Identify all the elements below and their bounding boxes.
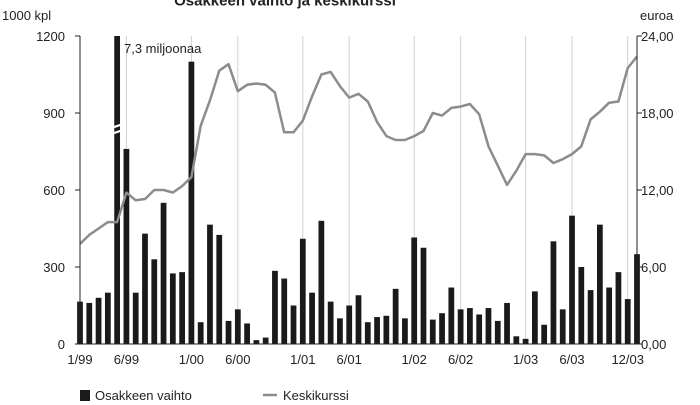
volume-bar	[596, 224, 603, 344]
volume-bar	[624, 299, 631, 344]
volume-bar	[504, 302, 510, 344]
volume-bar	[104, 292, 111, 344]
axes	[75, 35, 642, 345]
volume-bar	[225, 320, 232, 344]
volume-bar	[541, 324, 548, 344]
bar-break-mark	[111, 122, 124, 130]
left-tick-label: 1200	[36, 29, 65, 44]
tick-labels: 1/99 6/99 1/00 6/00 1/01 6/01 1/02 6/02 1/03 6/03…	[36, 29, 673, 367]
right-tick-label: 0,00	[641, 337, 666, 352]
volume-bar	[244, 323, 250, 344]
volume-bar	[281, 278, 288, 344]
volume-bar	[160, 202, 167, 344]
volume-bar	[569, 215, 575, 344]
volume-bar	[337, 318, 343, 344]
volume-bar	[559, 309, 566, 344]
left-axis-unit: 1000 kpl	[2, 8, 51, 23]
chart-title: Osakkeen vaihto ja keskikurssi	[174, 0, 396, 9]
volume-bar	[420, 247, 427, 344]
volume-bar	[457, 309, 464, 344]
x-tick-label: 1/00	[179, 352, 204, 367]
volume-bar	[216, 234, 223, 344]
right-tick-label: 6,00	[641, 260, 666, 275]
volume-bar	[346, 305, 353, 344]
volume-bar	[114, 36, 121, 344]
volume-bar	[485, 308, 492, 344]
volume-bar	[95, 297, 102, 344]
volume-bar	[383, 315, 390, 344]
legend-label-line: Keskikurssi	[283, 388, 349, 403]
volume-bar	[467, 308, 473, 344]
x-tick-label: 6/02	[448, 352, 473, 367]
volume-bar	[318, 220, 325, 344]
legend: Osakkeen vaihto Keskikurssi	[80, 388, 349, 403]
volume-bar	[364, 322, 371, 344]
x-tick-label: 6/00	[225, 352, 250, 367]
volume-bar	[142, 233, 148, 344]
volume-bar	[606, 287, 613, 344]
volume-bar	[207, 224, 213, 344]
volume-bar	[327, 301, 334, 344]
right-tick-label: 18,00	[641, 106, 674, 121]
volume-bar	[550, 241, 557, 344]
volume-bar	[439, 313, 445, 344]
volume-bar	[513, 336, 520, 344]
x-tick-label: 1/01	[290, 352, 315, 367]
x-tick-label: 6/03	[559, 352, 584, 367]
volume-bar	[429, 319, 436, 344]
volume-bar	[132, 292, 139, 344]
truncated-bar-annotation: 7,3 miljoonaa	[124, 41, 202, 56]
x-tick-label: 6/99	[114, 352, 139, 367]
volume-bar	[355, 295, 362, 344]
volume-bar	[494, 320, 501, 344]
bar-break-mark	[111, 128, 124, 136]
legend-label-bar: Osakkeen vaihto	[95, 388, 192, 403]
volume-bar	[179, 272, 185, 344]
left-tick-label: 0	[58, 337, 65, 352]
volume-bar	[532, 291, 538, 344]
left-tick-label: 900	[43, 106, 65, 121]
volume-bar	[86, 302, 93, 344]
right-tick-label: 24,00	[641, 29, 674, 44]
price-line	[79, 55, 638, 245]
volume-bar	[587, 290, 594, 344]
volume-bar	[522, 338, 529, 344]
volume-bar	[578, 267, 585, 344]
x-tick-label: 1/03	[513, 352, 538, 367]
volume-bar	[309, 292, 315, 344]
volume-bar	[188, 61, 195, 345]
volume-bar	[299, 238, 306, 344]
line-series	[79, 55, 638, 245]
volume-bar	[169, 273, 176, 344]
left-tick-label: 600	[43, 183, 65, 198]
volume-bar	[411, 237, 418, 344]
volume-bar	[197, 322, 204, 344]
x-tick-label: 12/03	[611, 352, 644, 367]
volume-bar	[151, 259, 158, 344]
volume-bar	[262, 337, 269, 344]
volume-bar	[402, 318, 408, 344]
volume-bar	[476, 314, 483, 344]
right-axis-unit: euroa	[640, 8, 674, 23]
volume-bar	[272, 270, 278, 344]
x-tick-label: 1/02	[402, 352, 427, 367]
x-tick-label: 1/99	[67, 352, 92, 367]
volume-bar	[123, 148, 130, 344]
right-tick-label: 12,00	[641, 183, 674, 198]
volume-bar	[290, 305, 297, 344]
left-tick-label: 300	[43, 260, 65, 275]
x-tick-label: 6/01	[337, 352, 362, 367]
volume-bar	[253, 340, 260, 344]
volume-bar	[448, 287, 455, 344]
volume-bar	[615, 272, 622, 344]
volume-bar	[234, 309, 241, 344]
volume-bar	[392, 288, 399, 344]
legend-swatch-bar	[80, 390, 90, 401]
volume-bar	[374, 317, 380, 344]
